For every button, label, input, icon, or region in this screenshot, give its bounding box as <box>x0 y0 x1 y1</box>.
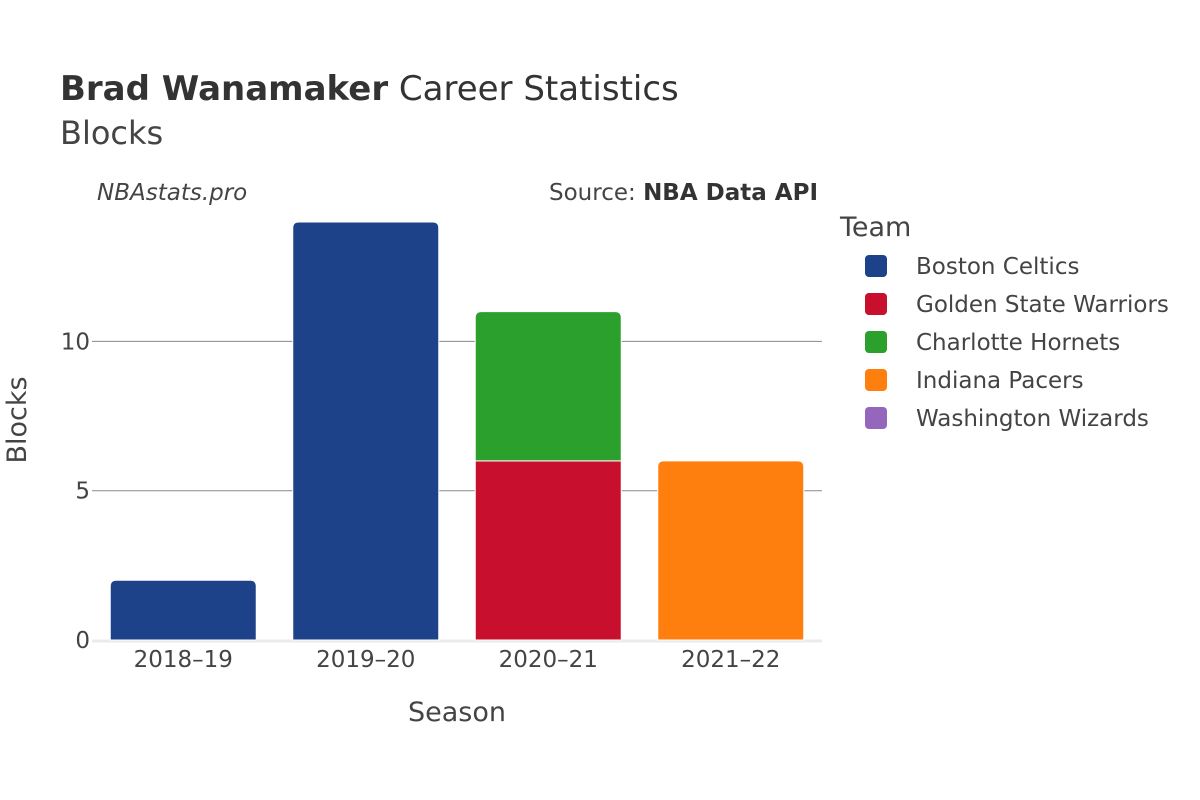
legend-label: Indiana Pacers <box>916 368 1084 394</box>
legend-label: Charlotte Hornets <box>916 330 1120 356</box>
bar-2018–19-boston-celtics[interactable] <box>110 580 256 640</box>
legend-item[interactable]: Boston Celtics <box>865 254 1079 280</box>
legend-swatch <box>865 293 887 315</box>
watermark: NBAstats.pro <box>97 180 247 206</box>
legend-swatch <box>865 255 887 277</box>
x-tick-label: 2020–21 <box>499 647 598 673</box>
bar-2021–22-indiana-pacers[interactable] <box>658 461 804 640</box>
legend-swatch <box>865 369 887 391</box>
legend-items: Boston Celtics Golden State Warriors Charl… <box>865 254 1169 432</box>
x-tick-labels: 2018–19 2019–20 2020–21 2021–22 <box>134 647 781 673</box>
bars <box>110 222 804 640</box>
source-value: NBA Data API <box>643 180 818 206</box>
source-text: Source: NBA Data API <box>549 180 818 206</box>
legend-label: Golden State Warriors <box>916 292 1169 318</box>
y-tick-label: 5 <box>75 479 90 505</box>
y-axis-title: Blocks <box>2 376 33 463</box>
legend-item[interactable]: Charlotte Hornets <box>865 330 1120 356</box>
chart-title: Brad Wanamaker Career Statistics <box>60 69 679 109</box>
x-tick-label: 2019–20 <box>316 647 415 673</box>
legend-item[interactable]: Indiana Pacers <box>865 368 1084 394</box>
legend-item[interactable]: Golden State Warriors <box>865 292 1169 318</box>
legend-title: Team <box>839 212 911 243</box>
chart-title-player: Brad Wanamaker <box>60 69 388 109</box>
x-tick-label: 2018–19 <box>134 647 233 673</box>
legend-item[interactable]: Washington Wizards <box>865 406 1149 432</box>
x-axis-title: Season <box>408 697 506 728</box>
source-label: Source: <box>549 180 643 206</box>
chart-title-rest: Career Statistics <box>399 69 679 109</box>
legend-swatch <box>865 331 887 353</box>
bar-2020–21-golden-state-warriors[interactable] <box>475 461 621 640</box>
bar-2020–21-charlotte-hornets[interactable] <box>475 312 621 461</box>
legend-label: Washington Wizards <box>916 406 1149 432</box>
legend-swatch <box>865 407 887 429</box>
y-tick-labels: 0 5 10 <box>61 329 90 654</box>
x-tick-label: 2021–22 <box>681 647 780 673</box>
y-tick-label: 0 <box>75 628 90 654</box>
y-tick-label: 10 <box>61 329 90 355</box>
legend: Team Boston Celtics Golden State Warriors… <box>839 212 1169 432</box>
chart-subtitle: Blocks <box>60 114 163 152</box>
legend-label: Boston Celtics <box>916 254 1079 280</box>
bar-2019–20-boston-celtics[interactable] <box>293 222 439 640</box>
